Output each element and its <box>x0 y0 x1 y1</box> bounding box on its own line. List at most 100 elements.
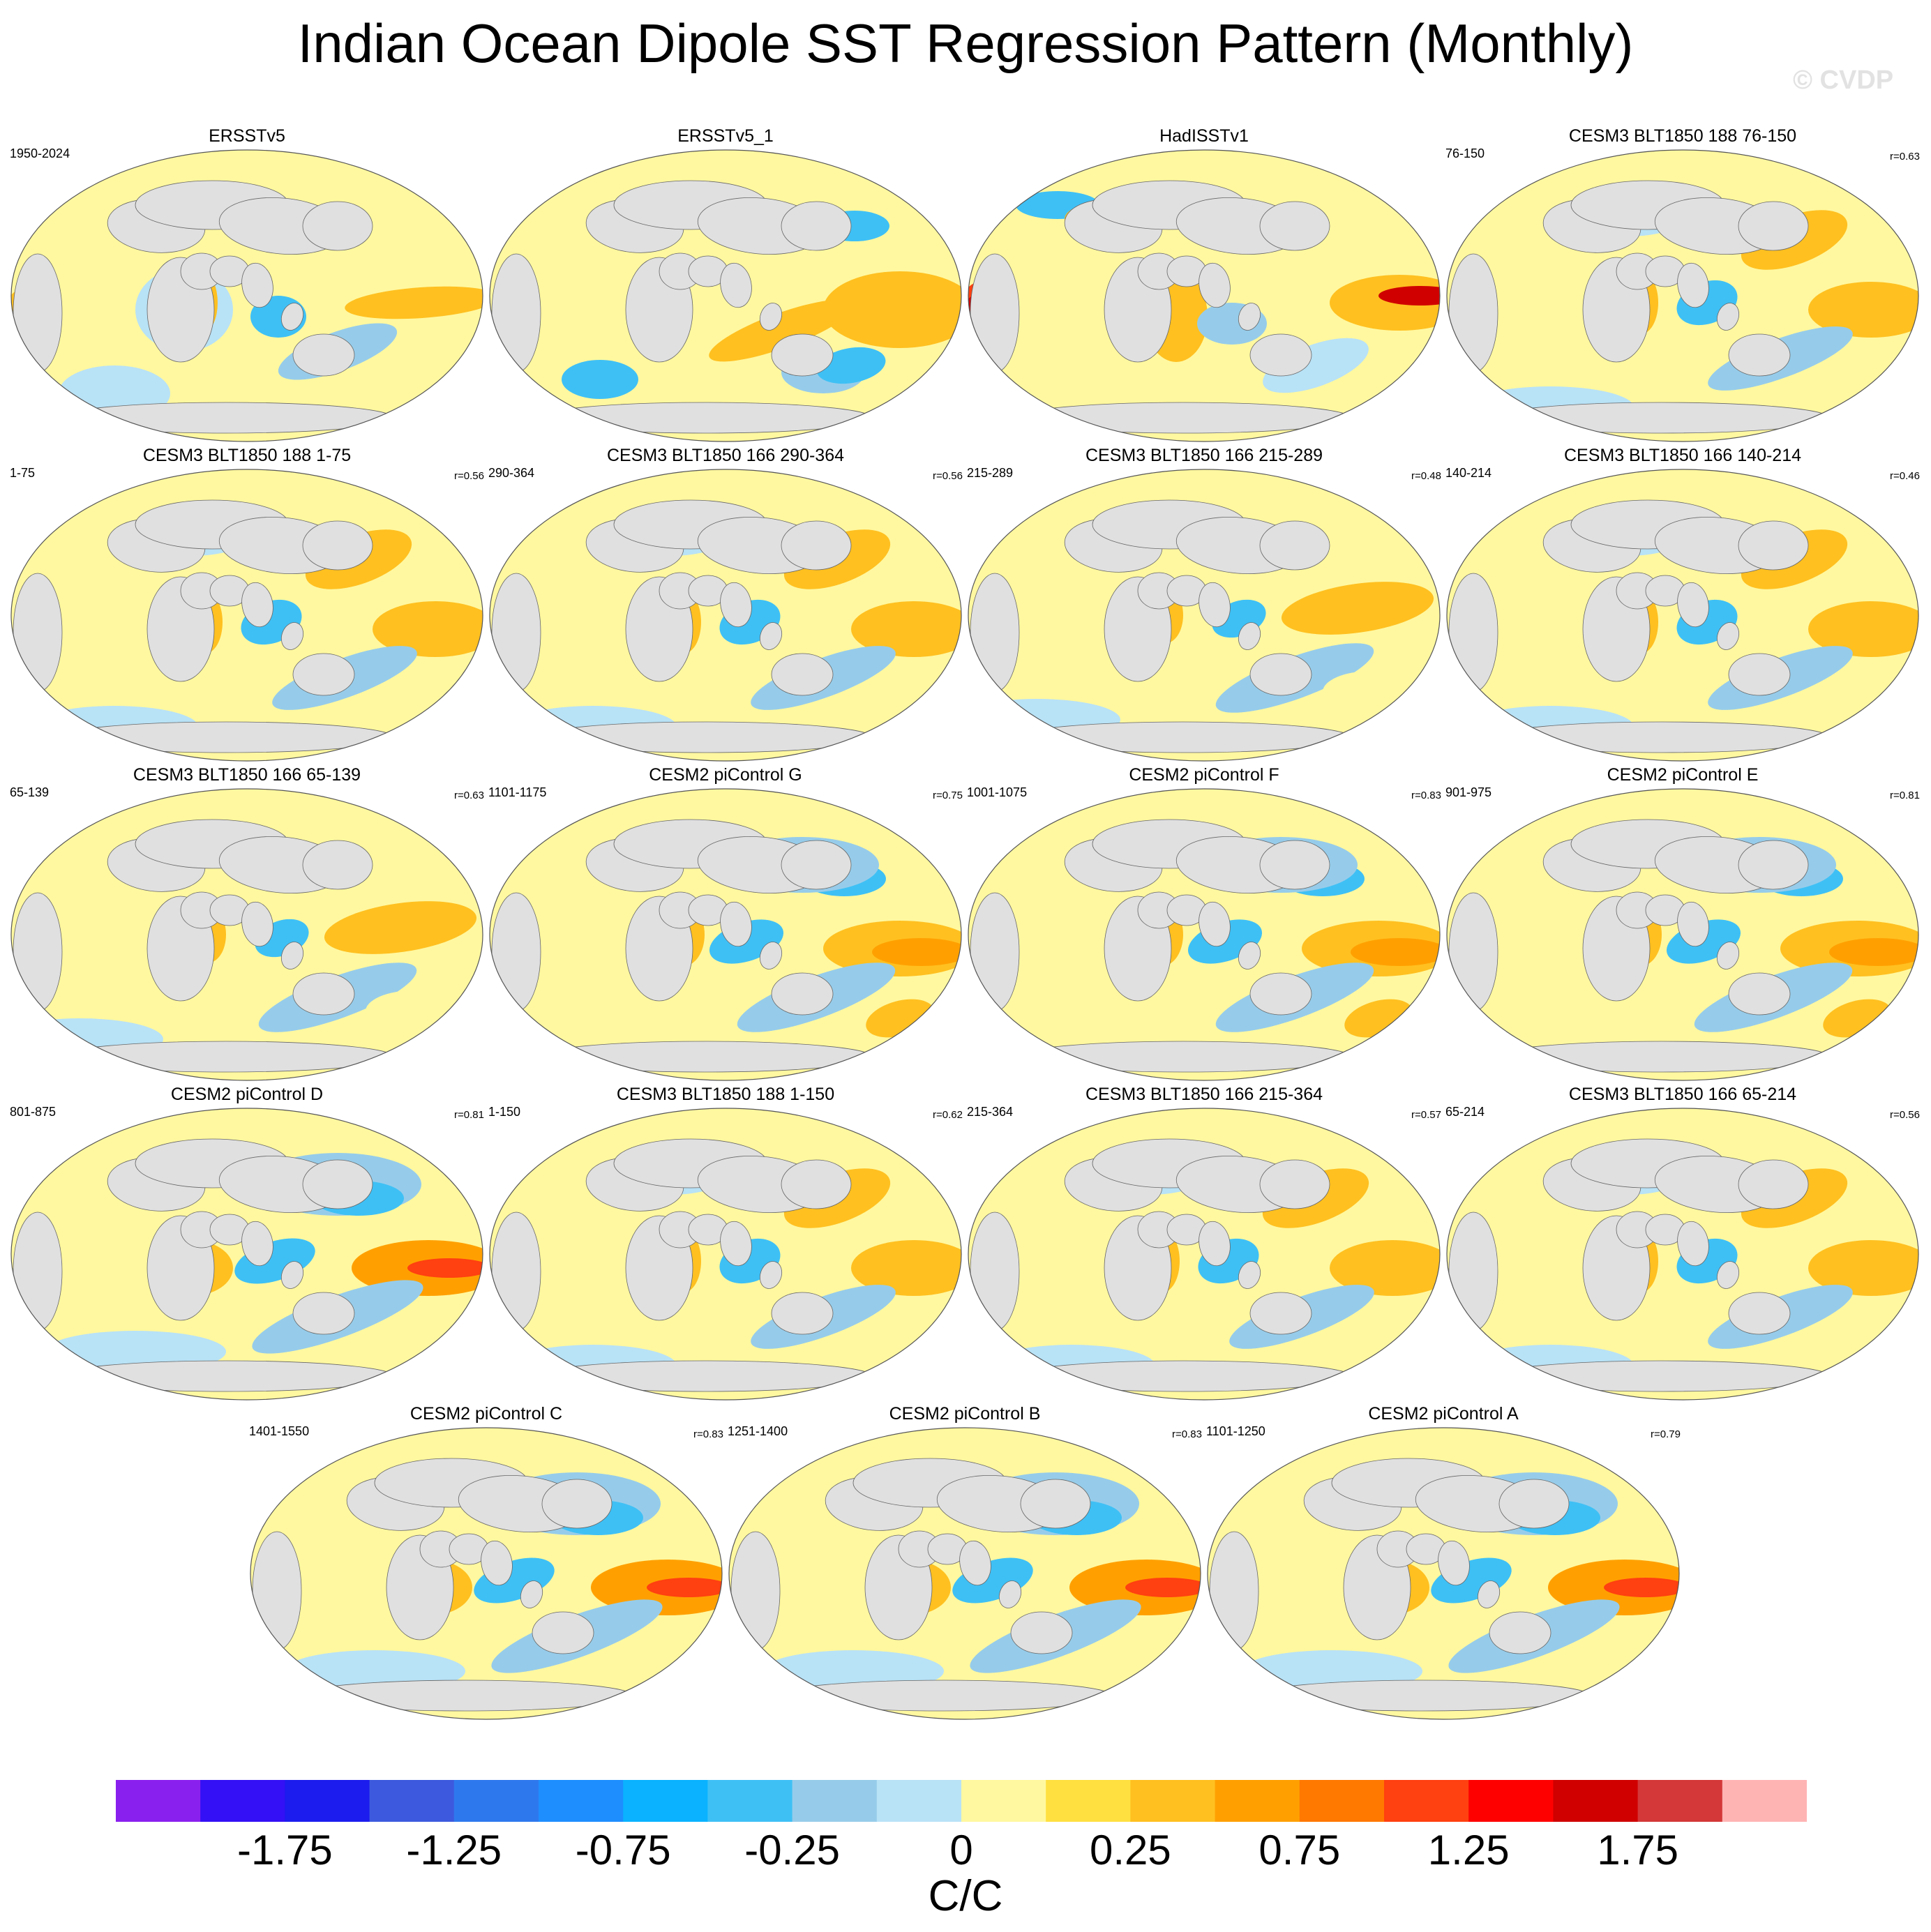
land-mass <box>1448 1212 1498 1331</box>
colorbar-tick-label: 0 <box>949 1827 973 1873</box>
land-mass <box>1728 333 1791 377</box>
map-panel: CESM2 piControl D 801-875 r=0.81 <box>10 1084 484 1401</box>
land-mass <box>532 1611 594 1654</box>
panel-title: CESM2 piControl B <box>889 1404 1041 1424</box>
pattern-correlation: r=0.79 <box>1651 1428 1681 1440</box>
panel-title: ERSSTv5_1 <box>677 126 774 146</box>
sst-regression-map <box>1446 788 1919 1081</box>
sst-regression-map <box>489 149 962 442</box>
land-mass <box>1259 840 1330 890</box>
sst-anomaly-region <box>1808 282 1918 338</box>
map-panel: HadISSTv1 <box>967 126 1441 443</box>
land-mass <box>970 573 1020 693</box>
colorbar-swatch <box>539 1780 624 1822</box>
colorbar-tick-label: -0.25 <box>744 1827 840 1873</box>
pattern-correlation: r=0.63 <box>454 790 484 801</box>
land-mass <box>1209 1531 1259 1651</box>
colorbar-tick-label: 0.75 <box>1258 1827 1341 1873</box>
land-mass <box>1452 365 1473 408</box>
sst-regression-map <box>250 1427 723 1720</box>
sst-anomaly-region <box>1125 1578 1201 1597</box>
map-panel: ERSSTv5_1 <box>488 126 963 443</box>
colorbar-swatch <box>200 1780 285 1822</box>
land-mass <box>1677 582 1709 628</box>
pattern-correlation: r=0.83 <box>693 1428 723 1440</box>
land-mass <box>759 942 783 969</box>
colorbar-swatch <box>961 1780 1046 1822</box>
land-mass <box>1438 1540 1470 1586</box>
land-mass <box>17 1323 38 1366</box>
panel-title: CESM3 BLT1850 166 290-364 <box>606 446 845 465</box>
sst-regression-map <box>968 788 1441 1081</box>
land-mass <box>27 163 91 192</box>
land-mass <box>974 1004 995 1047</box>
colorbar <box>116 1780 1807 1822</box>
sst-regression-map <box>489 1108 962 1401</box>
sst-anomaly-region <box>851 601 961 657</box>
land-mass <box>974 1323 995 1366</box>
panel-years: 1950-2024 <box>10 146 70 160</box>
land-mass <box>1448 573 1498 693</box>
land-mass <box>771 972 834 1016</box>
land-mass <box>17 365 38 408</box>
sst-regression-map <box>10 788 483 1081</box>
pattern-correlation: r=0.63 <box>1890 151 1920 163</box>
sst-regression-map <box>10 1108 483 1401</box>
land-mass <box>984 1121 1048 1150</box>
land-mass <box>292 653 355 696</box>
map-outline <box>1207 1427 1680 1720</box>
land-mass <box>1716 303 1740 331</box>
land-mass <box>505 482 569 511</box>
land-mass <box>495 365 516 408</box>
land-mass <box>1238 1261 1261 1289</box>
sst-anomaly-region <box>647 1578 722 1597</box>
colorbar-swatch <box>1553 1780 1639 1822</box>
land-mass <box>1738 840 1809 890</box>
figure-title: Indian Ocean Dipole SST Regression Patte… <box>297 13 1634 74</box>
land-mass <box>720 901 752 947</box>
sst-anomaly-region <box>586 976 739 1032</box>
land-mass <box>1716 942 1740 969</box>
sst-anomaly-region <box>1281 582 1434 635</box>
land-mass <box>13 573 63 693</box>
colorbar-tick-label: 1.25 <box>1427 1827 1510 1873</box>
panel-title: CESM2 piControl D <box>170 1085 324 1104</box>
map-panel: ERSSTv5 1950-2024 <box>10 126 484 443</box>
sst-anomaly-region <box>1263 338 1369 393</box>
panel-title: CESM3 BLT1850 188 1-150 <box>616 1085 835 1104</box>
land-mass <box>27 482 91 511</box>
land-mass <box>302 1159 373 1209</box>
land-mass <box>1677 262 1709 308</box>
land-mass <box>1249 333 1312 377</box>
panel-title: CESM2 piControl A <box>1368 1404 1519 1424</box>
panel-years: 140-214 <box>1445 466 1492 480</box>
land-mass <box>491 1212 541 1331</box>
sst-regression-map <box>968 149 1441 442</box>
land-mass <box>1223 1440 1287 1470</box>
sst-anomaly-region <box>1323 671 1420 713</box>
map-outline <box>489 788 962 1081</box>
pattern-correlation: r=0.56 <box>454 470 484 482</box>
land-mass <box>1462 1121 1526 1150</box>
land-mass <box>1462 801 1526 831</box>
panel-title: CESM2 piControl E <box>1607 765 1759 785</box>
colorbar-swatch <box>1468 1780 1554 1822</box>
land-mass <box>974 365 995 408</box>
map-outline <box>489 149 962 442</box>
colorbar-tick-label: 0.25 <box>1090 1827 1171 1873</box>
land-mass <box>781 520 852 571</box>
colorbar-swatch <box>707 1780 793 1822</box>
land-mass <box>984 163 1048 192</box>
land-mass <box>280 942 304 969</box>
colorbar-swatch <box>1215 1780 1300 1822</box>
map-outline <box>968 469 1441 762</box>
panel-title: CESM2 piControl C <box>410 1404 563 1424</box>
land-mass <box>759 1261 783 1289</box>
panel-years: 215-364 <box>967 1105 1014 1119</box>
panel-title: CESM3 BLT1850 166 65-214 <box>1568 1085 1797 1104</box>
map-outline <box>10 469 483 762</box>
map-panel: CESM3 BLT1850 166 65-139 65-139 r=0.63 <box>10 764 484 1082</box>
map-panel: CESM3 BLT1850 166 215-364 215-364 r=0.57 <box>967 1084 1441 1401</box>
map-outline <box>1446 788 1919 1081</box>
land-mass <box>1249 972 1312 1016</box>
